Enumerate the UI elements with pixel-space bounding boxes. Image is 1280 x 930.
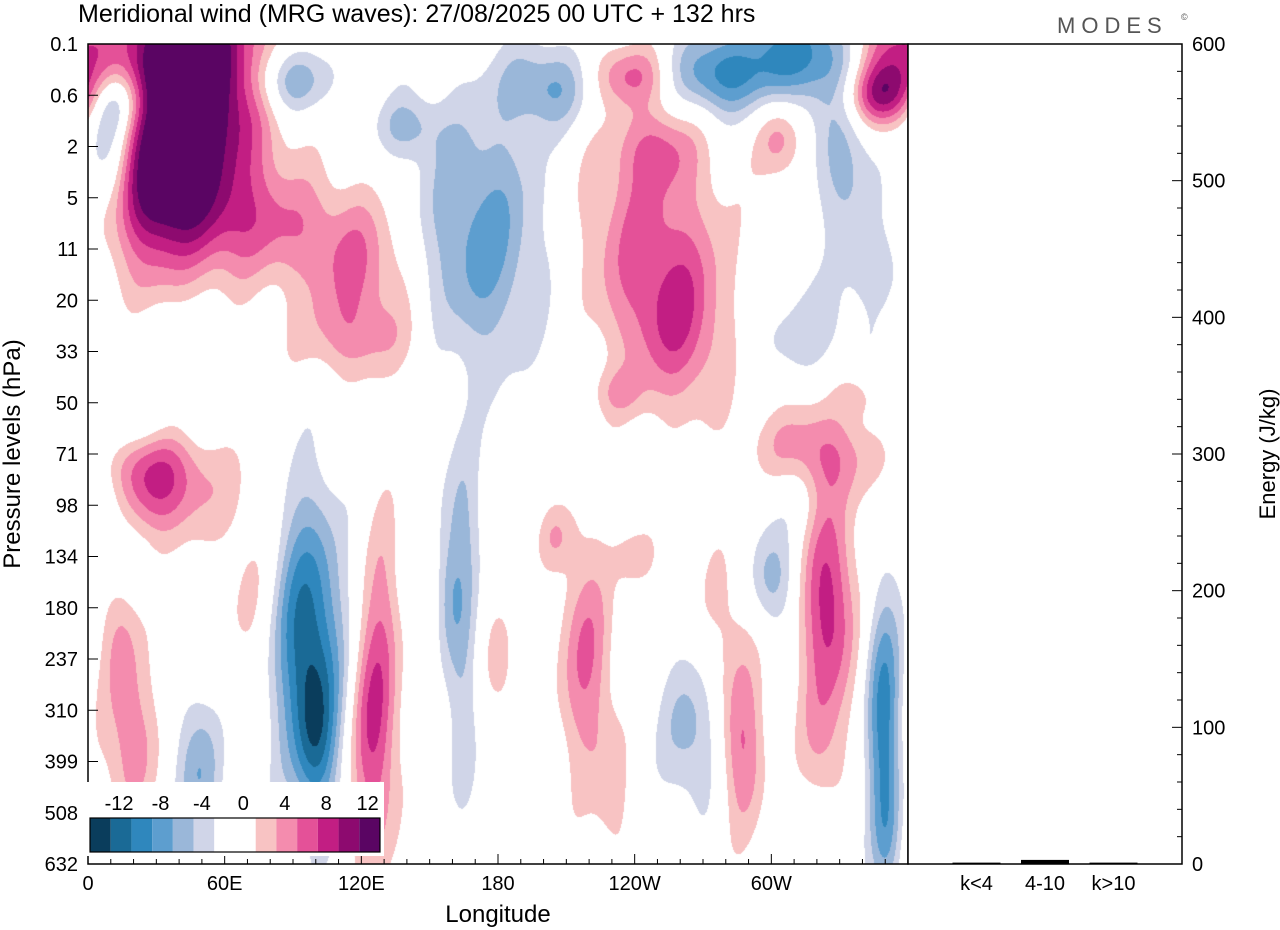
energy-y-axis: 0 100 200 300 400 500 600 (1172, 34, 1225, 876)
energy-tick-label: 100 (1192, 717, 1225, 739)
chart-title: Meridional wind (MRG waves): 27/08/2025 … (78, 0, 755, 28)
colorbar-swatch (152, 818, 173, 852)
colorbar-label: 8 (321, 793, 332, 815)
energy-bars (952, 859, 1138, 864)
colorbar: -12 -8 -4 0 4 8 12 (86, 782, 384, 856)
colorbar-frame (89, 817, 381, 853)
colorbar-swatch (193, 818, 215, 852)
modes-logo: MODES © (1057, 12, 1188, 38)
y-tick-label: 0.6 (50, 85, 78, 107)
x-tick-label: 120W (609, 873, 661, 895)
x-tick-label: 180 (481, 873, 514, 895)
energy-tick-label: 400 (1192, 307, 1225, 329)
y-tick-label: 20 (56, 290, 78, 312)
y-tick-label: 71 (56, 444, 78, 466)
colorbar-swatch (131, 818, 153, 852)
x-tick-label: 0 (82, 873, 93, 895)
y-tick-label: 180 (45, 598, 78, 620)
colorbar-swatch (317, 818, 339, 852)
colorbar-swatch (359, 818, 380, 852)
energy-category-label: k<4 (960, 873, 993, 895)
y-tick-label: 0.1 (50, 34, 78, 56)
colorbar-label: 4 (279, 793, 290, 815)
x-tick-label: 120E (338, 873, 385, 895)
colorbar-swatch (110, 818, 132, 852)
colorbar-label: 0 (238, 793, 249, 815)
y-axis-label: Pressure levels (hPa) (0, 339, 26, 568)
energy-bar (1021, 859, 1069, 864)
y-tick-label: 508 (45, 803, 78, 825)
y-tick-label: 310 (45, 700, 78, 722)
y-tick-label: 98 (56, 495, 78, 517)
brand-name: MODES (1057, 13, 1168, 38)
energy-category-label: k>10 (1092, 873, 1136, 895)
x-axis: 0 60E 120E 180 120W 60W (82, 854, 909, 895)
x-tick-label: 60E (207, 873, 243, 895)
y-tick-label: 33 (56, 342, 78, 364)
colorbar-swatch (255, 818, 277, 852)
energy-x-axis: k<4 4-10 k>10 (960, 873, 1135, 895)
y-tick-label: 5 (67, 188, 78, 210)
colorbar-swatch (214, 818, 235, 852)
energy-bar (1089, 862, 1138, 864)
y-tick-label: 11 (57, 239, 78, 261)
x-tick-label: 60W (751, 873, 792, 895)
energy-tick-label: 300 (1192, 444, 1225, 466)
energy-tick-label: 600 (1192, 34, 1225, 56)
x-axis-label: Longitude (445, 901, 550, 928)
y-tick-label: 2 (67, 137, 78, 159)
colorbar-label: 12 (357, 793, 379, 815)
energy-category-label: 4-10 (1025, 873, 1065, 895)
energy-tick-label: 0 (1192, 854, 1203, 876)
energy-plot-frame (907, 43, 1183, 865)
colorbar-swatch (338, 818, 360, 852)
y-axis: 0.1 0.6 2 5 11 20 33 50 71 98 134 180 237 310 399 508 63… (45, 34, 98, 876)
energy-axis-label: Energy (J/kg) (1255, 389, 1280, 520)
heatmap-field (88, 44, 908, 864)
colorbar-label: -12 (105, 793, 134, 815)
colorbar-label: -8 (152, 793, 170, 815)
colorbar-swatch (276, 818, 298, 852)
y-tick-label: 399 (45, 752, 78, 774)
heatmap-image (88, 44, 908, 864)
energy-tick-label: 500 (1192, 171, 1225, 193)
colorbar-label: -4 (193, 793, 211, 815)
y-tick-label: 632 (45, 854, 78, 876)
energy-bar (952, 862, 1001, 864)
brand-mark: © (1181, 12, 1188, 22)
colorbar-swatch (90, 818, 111, 852)
colorbar-swatch (172, 818, 194, 852)
colorbar-swatch (297, 818, 318, 852)
colorbar-swatch (235, 818, 256, 852)
y-tick-label: 134 (45, 547, 78, 569)
y-tick-label: 237 (45, 649, 78, 671)
y-tick-label: 50 (56, 393, 78, 415)
energy-tick-label: 200 (1192, 581, 1225, 603)
